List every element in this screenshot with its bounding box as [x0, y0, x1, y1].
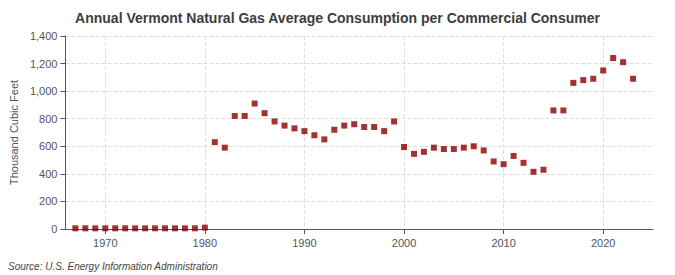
svg-text:1,000: 1,000	[30, 85, 58, 97]
svg-text:1980: 1980	[193, 237, 217, 249]
svg-text:1970: 1970	[93, 237, 117, 249]
svg-text:800: 800	[39, 113, 57, 125]
svg-text:Annual Vermont Natural Gas Ave: Annual Vermont Natural Gas Average Consu…	[75, 10, 600, 26]
svg-text:Thousand Cubic Feet: Thousand Cubic Feet	[8, 80, 20, 185]
svg-text:1990: 1990	[292, 237, 316, 249]
svg-text:600: 600	[39, 140, 57, 152]
svg-text:Source: U.S. Energy Informatio: Source: U.S. Energy Information Administ…	[8, 261, 218, 272]
svg-text:2010: 2010	[491, 237, 515, 249]
svg-text:400: 400	[39, 168, 57, 180]
svg-text:0: 0	[51, 223, 57, 235]
svg-text:1,200: 1,200	[30, 58, 58, 70]
svg-text:2000: 2000	[392, 237, 416, 249]
svg-text:1,400: 1,400	[30, 30, 58, 42]
svg-text:2020: 2020	[591, 237, 615, 249]
svg-text:200: 200	[39, 195, 57, 207]
